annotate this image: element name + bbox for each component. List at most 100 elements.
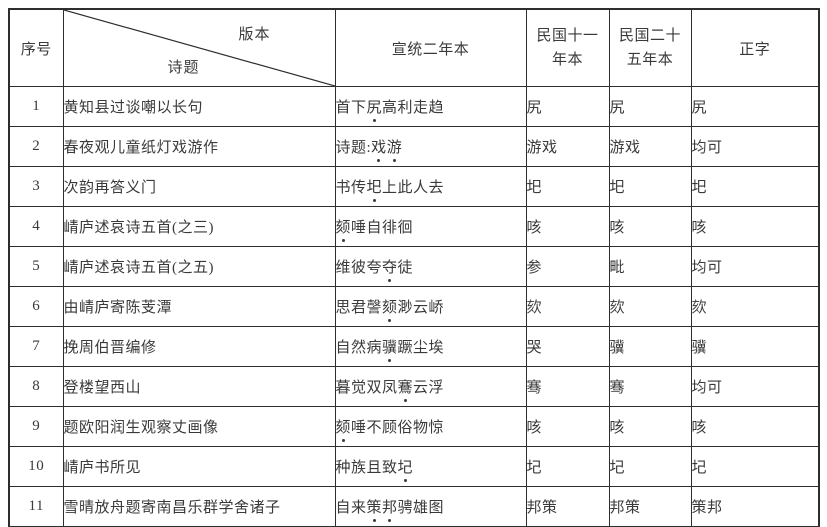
row-index: 10	[8, 446, 64, 487]
minguo-11-variant: 邦策	[525, 486, 610, 527]
minguo-11-variant: 尻	[525, 86, 610, 127]
zhengzi-value: 咳	[690, 206, 820, 247]
minguo-25-variant: 圯	[608, 166, 692, 207]
table-row: 11 雪晴放舟题寄南昌乐群学舍诸子 自来策邦骋雄图 邦策 邦策 策邦	[8, 486, 820, 527]
xuantong-phrase: 自然病骥蹶尘埃	[334, 326, 527, 367]
variant-comparison-table: 序号 版本 诗题 宣统二年本 民国十一 年本 民国二十 五年本 正字	[8, 8, 820, 527]
header-version-label: 版本	[238, 27, 271, 43]
row-index: 6	[8, 286, 64, 327]
minguo-25-variant: 游戏	[608, 126, 692, 167]
xuantong-phrase: 自来策邦骋雄图	[334, 486, 527, 527]
table-body: 1 黄知县过谈嘲以长句 首下尻高利走趋尻尻尻 2 春夜观儿童纸灯戏游作 诗题:戏游 游戏 游戏…	[8, 86, 820, 527]
xuantong-phrase: 暮觉双凤鶱云浮	[334, 366, 527, 407]
zhengzi-value: 骥	[690, 326, 820, 367]
dotted-char: 邦	[382, 496, 398, 522]
dotted-char: 策	[367, 496, 383, 522]
header-minguo-11-line2: 年本	[551, 52, 583, 68]
phrase-text: 思君謦	[335, 300, 383, 316]
dotted-char: 鶱	[398, 376, 414, 402]
table-row: 4 崝庐述哀诗五首(之三) 颏唾自徘徊咳咳咳	[8, 206, 820, 247]
phrase-text: 自来	[335, 500, 367, 516]
xuantong-phrase: 诗题:戏游	[334, 126, 527, 167]
minguo-25-variant: 圮	[608, 446, 692, 487]
row-index: 5	[8, 246, 64, 287]
phrase-text: 唾不顾俗物惊	[351, 420, 445, 436]
minguo-25-variant: 咳	[608, 406, 692, 447]
table-row: 5 崝庐述哀诗五首(之五) 维彼夸夺徒参毗均可	[8, 246, 820, 287]
dotted-char: 戏	[371, 136, 387, 162]
dotted-char: 游	[387, 136, 403, 162]
xuantong-phrase: 首下尻高利走趋	[334, 86, 527, 127]
phrase-text: 诗题:	[335, 140, 372, 156]
phrase-text: 徒	[397, 260, 414, 276]
phrase-text: 上此人去	[382, 180, 445, 196]
zhengzi-value: 圯	[690, 166, 820, 207]
table-row: 6 由崝庐寄陈芰潭 思君謦颏渺云峤欬欬欬	[8, 286, 820, 327]
phrase-text: 维彼夸	[335, 260, 383, 276]
row-index: 7	[8, 326, 64, 367]
dotted-char: 颏	[336, 216, 352, 242]
poem-title: 黄知县过谈嘲以长句	[62, 86, 336, 127]
header-minguo-25-line1: 民国二十	[618, 28, 681, 44]
row-index: 11	[8, 486, 64, 527]
table-row: 10 崝庐书所见 种族且致圮圮圮圮	[8, 446, 820, 487]
zhengzi-value: 圮	[690, 446, 820, 487]
poem-title: 登楼望西山	[62, 366, 336, 407]
poem-title: 雪晴放舟题寄南昌乐群学舍诸子	[62, 486, 336, 527]
poem-title: 崝庐述哀诗五首(之三)	[62, 206, 336, 247]
header-minguo-25-line2: 五年本	[626, 52, 674, 68]
phrase-text: 蹶尘埃	[397, 340, 445, 356]
phrase-text: 云浮	[413, 380, 445, 396]
row-index: 9	[8, 406, 64, 447]
minguo-11-variant: 咳	[525, 206, 610, 247]
xuantong-phrase: 颏唾不顾俗物惊	[334, 406, 527, 447]
minguo-11-variant: 圯	[525, 166, 610, 207]
dotted-char: 骥	[382, 336, 398, 362]
xuantong-phrase: 维彼夸夺徒	[334, 246, 527, 287]
poem-title: 崝庐述哀诗五首(之五)	[62, 246, 336, 287]
table-row: 8 登楼望西山 暮觉双凤鶱云浮骞骞均可	[8, 366, 820, 407]
header-minguo-25-edition: 民国二十 五年本	[608, 8, 692, 87]
diagonal-divider-line	[64, 10, 335, 86]
row-index: 4	[8, 206, 64, 247]
phrase-text: 骋雄图	[397, 500, 445, 516]
minguo-25-variant: 骥	[608, 326, 692, 367]
dotted-char: 尻	[367, 96, 383, 122]
poem-title: 崝庐书所见	[62, 446, 336, 487]
minguo-11-variant: 游戏	[525, 126, 610, 167]
poem-title: 次韵再答义门	[62, 166, 336, 207]
header-xuantong-edition: 宣统二年本	[334, 8, 527, 87]
minguo-11-variant: 参	[525, 246, 610, 287]
minguo-25-variant: 毗	[608, 246, 692, 287]
table-row: 3 次韵再答义门 书传圯上此人去圯圯圯	[8, 166, 820, 207]
phrase-text: 书传	[335, 180, 367, 196]
poem-title: 挽周伯晋编修	[62, 326, 336, 367]
minguo-11-variant: 咳	[525, 406, 610, 447]
header-row: 序号 版本 诗题 宣统二年本 民国十一 年本 民国二十 五年本 正字	[8, 8, 820, 87]
table-row: 9 题欧阳润生观察丈画像 颏唾不顾俗物惊咳咳咳	[8, 406, 820, 447]
xuantong-phrase: 种族且致圮	[334, 446, 527, 487]
header-minguo-11-line1: 民国十一	[536, 28, 599, 44]
phrase-text: 种族且致	[335, 460, 398, 476]
minguo-11-variant: 欬	[525, 286, 610, 327]
poem-title: 由崝庐寄陈芰潭	[62, 286, 336, 327]
header-index: 序号	[8, 8, 64, 87]
phrase-text: 渺云峤	[397, 300, 445, 316]
row-index: 8	[8, 366, 64, 407]
poem-title: 题欧阳润生观察丈画像	[62, 406, 336, 447]
xuantong-phrase: 书传圯上此人去	[334, 166, 527, 207]
row-index: 3	[8, 166, 64, 207]
minguo-11-variant: 圮	[525, 446, 610, 487]
phrase-text: 暮觉双凤	[335, 380, 398, 396]
header-diagonal-cell: 版本 诗题	[62, 8, 336, 87]
phrase-text: 高利走趋	[382, 100, 445, 116]
header-poem-title-label: 诗题	[167, 60, 200, 76]
phrase-text: 首下	[335, 100, 367, 116]
poem-title: 春夜观儿童纸灯戏游作	[62, 126, 336, 167]
xuantong-phrase: 颏唾自徘徊	[334, 206, 527, 247]
zhengzi-value: 咳	[690, 406, 820, 447]
dotted-char: 圯	[367, 176, 383, 202]
zhengzi-value: 均可	[690, 366, 820, 407]
xuantong-phrase: 思君謦颏渺云峤	[334, 286, 527, 327]
